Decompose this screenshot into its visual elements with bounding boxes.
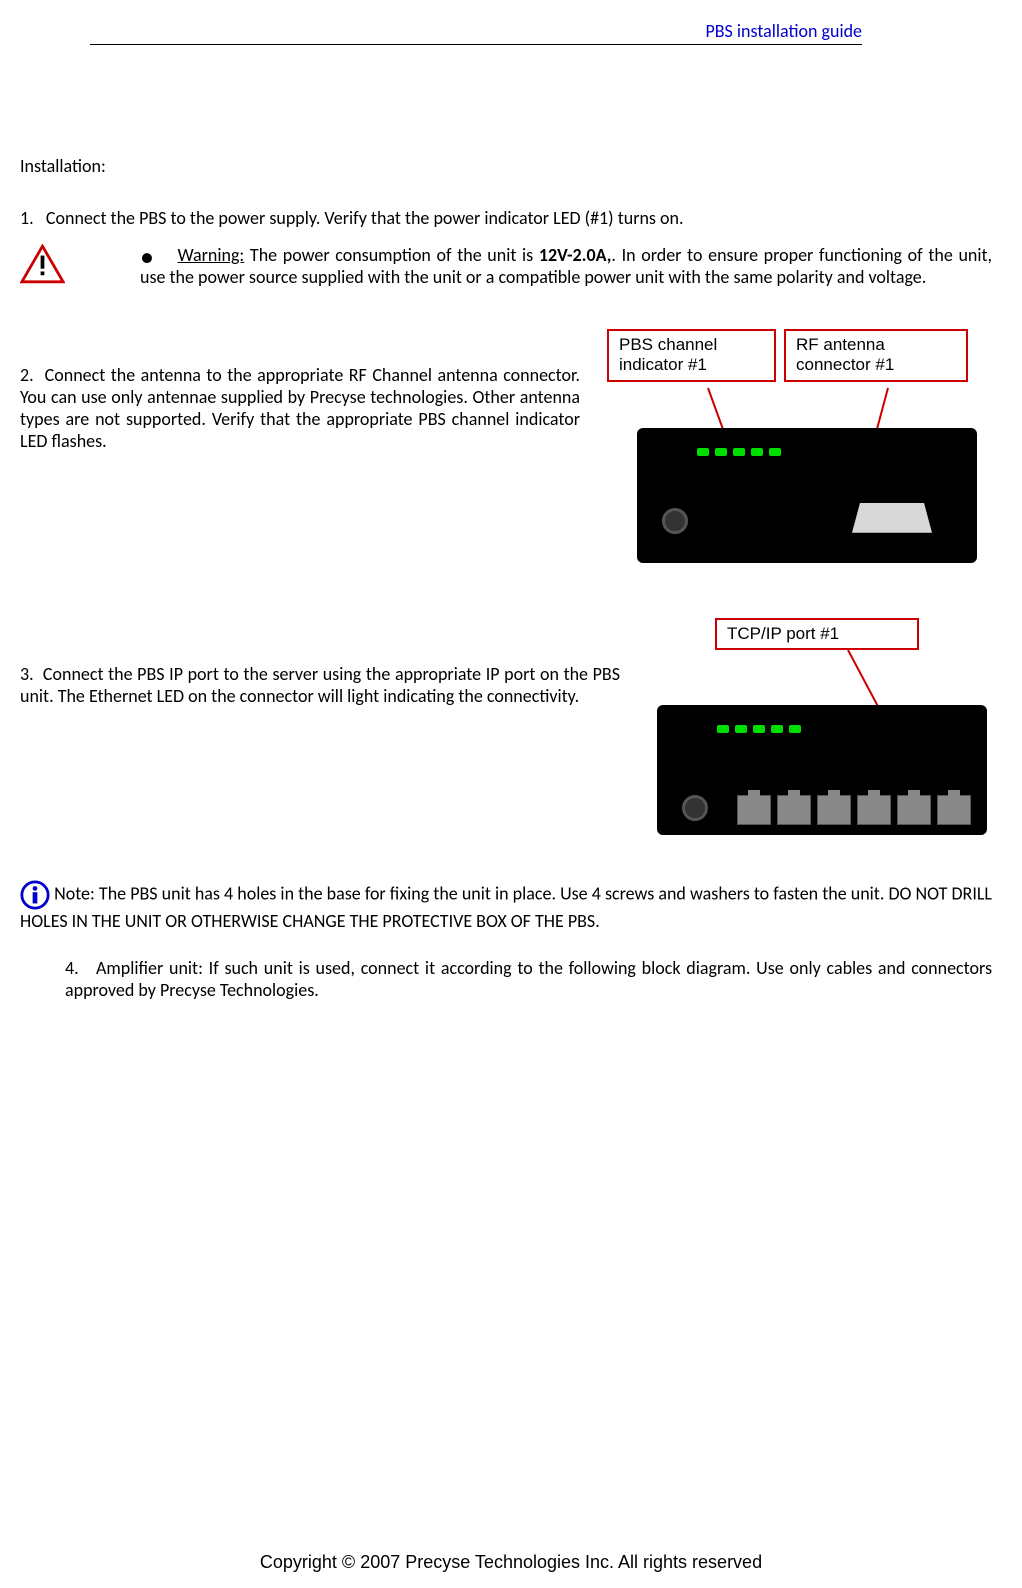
step-3-block: 3. Connect the PBS IP port to the server…: [20, 618, 992, 840]
device-body-bottom: [657, 705, 987, 835]
warning-spec: 12V-2.0A,: [539, 244, 611, 266]
step-1-number: 1.: [20, 207, 34, 229]
warning-label: Warning:: [178, 244, 245, 266]
step-4-block: 4. Amplifier unit: If such unit is used,…: [65, 957, 992, 1001]
step-1-text: Connect the PBS to the power supply. Ver…: [46, 207, 684, 229]
step-2-text: Connect the antenna to the appropriate R…: [20, 364, 580, 452]
warning-block: • Warning: The power consumption of the …: [20, 244, 992, 289]
warning-before: The power consumption of the unit is: [250, 244, 539, 266]
note-text: Note: The PBS unit has 4 holes in the ba…: [20, 882, 992, 932]
step-3-text-container: 3. Connect the PBS IP port to the server…: [20, 663, 620, 707]
step-2-text-container: 2. Connect the antenna to the appropriat…: [20, 364, 580, 452]
step-2-number: 2.: [20, 364, 34, 386]
warning-text: • Warning: The power consumption of the …: [70, 244, 992, 288]
step-1: 1. Connect the PBS to the power supply. …: [20, 207, 992, 229]
power-jack-bottom: [682, 795, 708, 821]
footer-copyright: Copyright © 2007 Precyse Technologies In…: [0, 1552, 1022, 1573]
note-block: Note: The PBS unit has 4 holes in the ba…: [20, 880, 992, 932]
callout-rf-antenna: RF antenna connector #1: [784, 329, 968, 382]
power-jack: [662, 508, 688, 534]
step-4-number: 4.: [65, 957, 79, 979]
info-icon: [20, 880, 50, 910]
serial-port: [852, 503, 932, 533]
step-2-figure: PBS channel indicator #1 RF antenna conn…: [607, 329, 992, 568]
section-heading: Installation:: [20, 155, 992, 177]
callout-pbs-channel: PBS channel indicator #1: [607, 329, 776, 382]
device-bottom-diagram: [647, 650, 987, 840]
device-body: [637, 428, 977, 563]
device-top-diagram: [627, 388, 992, 568]
step-3-number: 3.: [20, 663, 34, 685]
step-4-text: Amplifier unit: If such unit is used, co…: [65, 957, 992, 1001]
header-title: PBS installation guide: [90, 20, 862, 45]
step-3-text: Connect the PBS IP port to the server us…: [20, 663, 620, 707]
warning-icon: [20, 244, 70, 289]
callout-tcpip-port: TCP/IP port #1: [715, 618, 919, 650]
step-2-block: 2. Connect the antenna to the appropriat…: [20, 329, 992, 568]
step-3-figure: TCP/IP port #1: [642, 618, 992, 840]
